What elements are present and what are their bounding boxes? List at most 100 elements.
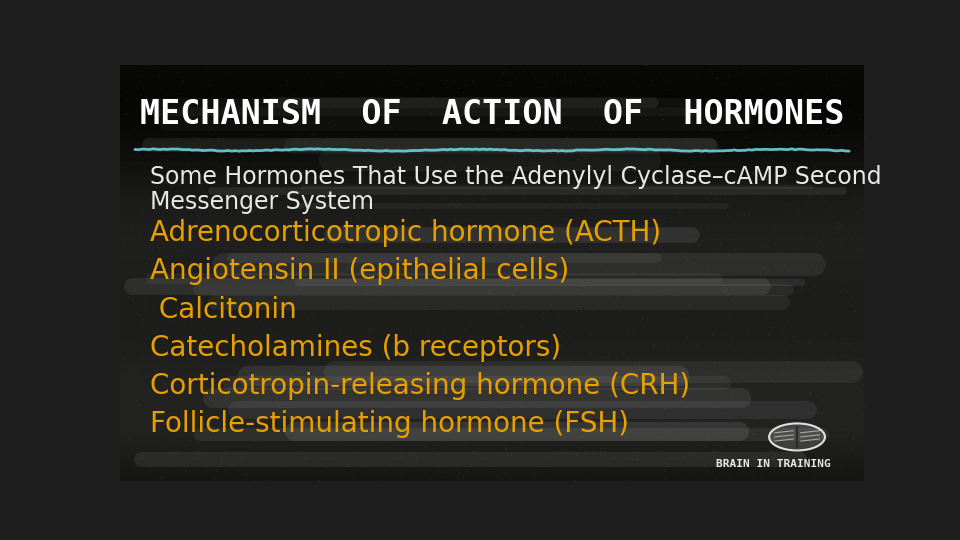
Point — [572, 440, 588, 448]
Point — [828, 117, 844, 125]
Point — [447, 163, 463, 172]
Point — [214, 262, 229, 271]
Point — [166, 228, 181, 237]
Point — [348, 131, 364, 140]
Point — [636, 228, 652, 237]
Bar — [120, 85, 864, 92]
Point — [739, 309, 755, 318]
Point — [316, 381, 331, 389]
Point — [133, 352, 149, 360]
Text: BRAIN IN TRAINING: BRAIN IN TRAINING — [716, 459, 830, 469]
Point — [446, 300, 462, 309]
Point — [338, 311, 353, 320]
Point — [758, 460, 774, 469]
Point — [560, 419, 575, 428]
Point — [570, 183, 586, 192]
Point — [812, 254, 828, 263]
Point — [571, 204, 587, 213]
Point — [445, 98, 461, 106]
Point — [660, 420, 675, 429]
Point — [140, 394, 156, 402]
Point — [216, 95, 231, 104]
Point — [729, 62, 744, 71]
Point — [323, 409, 338, 418]
Point — [211, 194, 227, 203]
Point — [258, 305, 274, 314]
Point — [470, 155, 486, 164]
Point — [476, 133, 492, 141]
Point — [626, 360, 641, 369]
Bar — [120, 190, 864, 197]
Point — [124, 120, 139, 129]
Point — [281, 399, 297, 408]
Point — [773, 134, 788, 143]
Point — [618, 432, 634, 441]
Point — [552, 406, 567, 415]
Point — [173, 168, 188, 177]
Point — [541, 458, 557, 467]
Point — [350, 195, 366, 204]
Point — [163, 464, 179, 472]
Point — [814, 409, 829, 418]
Bar — [120, 314, 864, 321]
Point — [158, 179, 174, 187]
Point — [822, 202, 837, 211]
Point — [139, 384, 155, 393]
Point — [837, 69, 852, 77]
Point — [121, 240, 136, 249]
Point — [147, 429, 162, 437]
Point — [482, 119, 497, 127]
Point — [603, 130, 618, 139]
Point — [208, 387, 224, 396]
Point — [164, 386, 180, 394]
Point — [486, 242, 501, 251]
Point — [403, 128, 419, 137]
Point — [685, 385, 701, 394]
Point — [765, 470, 780, 479]
Point — [800, 191, 815, 200]
Bar — [120, 349, 864, 356]
Point — [590, 70, 606, 79]
Point — [855, 380, 871, 389]
Point — [172, 246, 187, 255]
Point — [171, 113, 186, 122]
Point — [341, 160, 356, 169]
Point — [370, 146, 385, 155]
Point — [250, 197, 265, 205]
Point — [630, 313, 645, 322]
Point — [660, 127, 676, 136]
Point — [523, 140, 539, 149]
Point — [247, 172, 262, 180]
Point — [661, 141, 677, 150]
Point — [684, 227, 699, 236]
Point — [447, 201, 463, 210]
Point — [515, 73, 530, 82]
Point — [744, 471, 759, 480]
Point — [626, 450, 641, 459]
Point — [192, 180, 207, 188]
Point — [567, 76, 583, 84]
Point — [768, 450, 783, 458]
Point — [344, 361, 359, 369]
Point — [469, 129, 485, 137]
Point — [200, 315, 215, 323]
Point — [482, 287, 497, 296]
Point — [439, 99, 454, 107]
Point — [498, 400, 514, 409]
Point — [176, 461, 191, 469]
Point — [524, 335, 540, 343]
Bar — [120, 231, 864, 238]
Point — [455, 247, 470, 256]
Point — [828, 81, 843, 90]
Point — [417, 75, 432, 83]
Point — [176, 202, 191, 211]
Point — [570, 141, 586, 150]
Point — [361, 232, 376, 240]
Point — [490, 217, 505, 226]
Point — [474, 407, 490, 415]
Point — [775, 370, 790, 379]
Point — [572, 289, 588, 298]
Point — [777, 454, 792, 462]
Point — [231, 108, 247, 117]
Point — [182, 257, 198, 266]
